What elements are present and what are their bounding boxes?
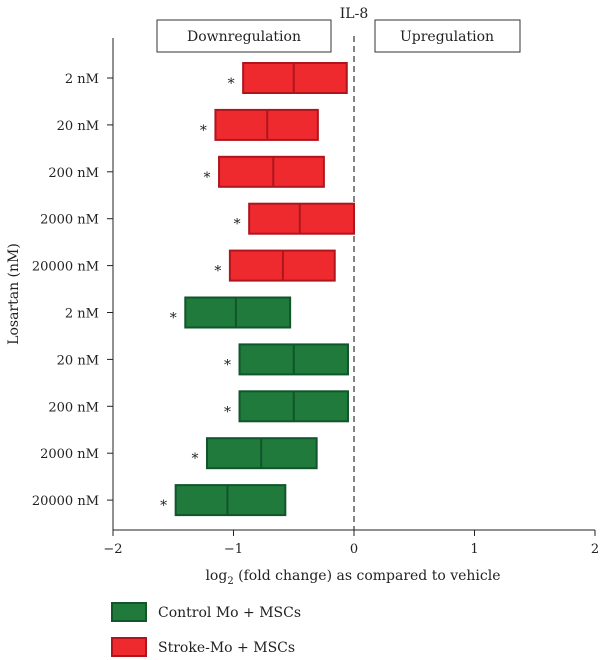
significance-star: *	[224, 404, 231, 420]
legend-swatch	[111, 602, 147, 622]
category-label: 20000 nM	[32, 260, 99, 275]
category-label: 2000 nM	[40, 213, 99, 228]
significance-star: *	[234, 217, 241, 233]
significance-star: *	[191, 451, 198, 467]
significance-star: *	[160, 498, 167, 514]
legend-label: Stroke-Mo + MSCs	[158, 640, 295, 656]
x-tick-label: 0	[350, 542, 358, 557]
category-label: 20000 nM	[32, 494, 99, 509]
x-tick-label: −2	[103, 542, 122, 557]
upregulation-box	[374, 19, 521, 53]
significance-star: *	[200, 123, 207, 139]
x-tick-label: −1	[224, 542, 243, 557]
category-label: 20 nM	[57, 119, 99, 134]
x-tick-label: 2	[591, 542, 599, 557]
downregulation-label: Downregulation	[187, 29, 301, 45]
box	[174, 484, 287, 517]
x-axis-label: log2 (fold change) as compared to vehicl…	[205, 568, 500, 587]
downregulation-box	[156, 19, 332, 53]
significance-star: *	[228, 76, 235, 92]
category-label: 2000 nM	[40, 447, 99, 462]
box	[218, 155, 325, 188]
legend-label: Control Mo + MSCs	[158, 605, 301, 621]
chart-title: IL-8	[340, 6, 368, 22]
category-label: 200 nM	[48, 166, 99, 181]
significance-star: *	[204, 170, 211, 186]
significance-star: *	[214, 264, 221, 280]
x-tick-label: 1	[470, 542, 478, 557]
category-label: 2 nM	[65, 307, 99, 322]
y-axis-label: Losartan (nM)	[6, 243, 22, 345]
category-label: 2 nM	[65, 72, 99, 87]
category-label: 20 nM	[57, 353, 99, 368]
legend-swatch	[111, 637, 147, 657]
significance-star: *	[224, 357, 231, 373]
category-label: 200 nM	[48, 400, 99, 415]
box	[248, 202, 355, 235]
upregulation-label: Upregulation	[400, 29, 494, 45]
significance-star: *	[170, 311, 177, 327]
box	[242, 62, 348, 94]
box	[184, 296, 292, 329]
